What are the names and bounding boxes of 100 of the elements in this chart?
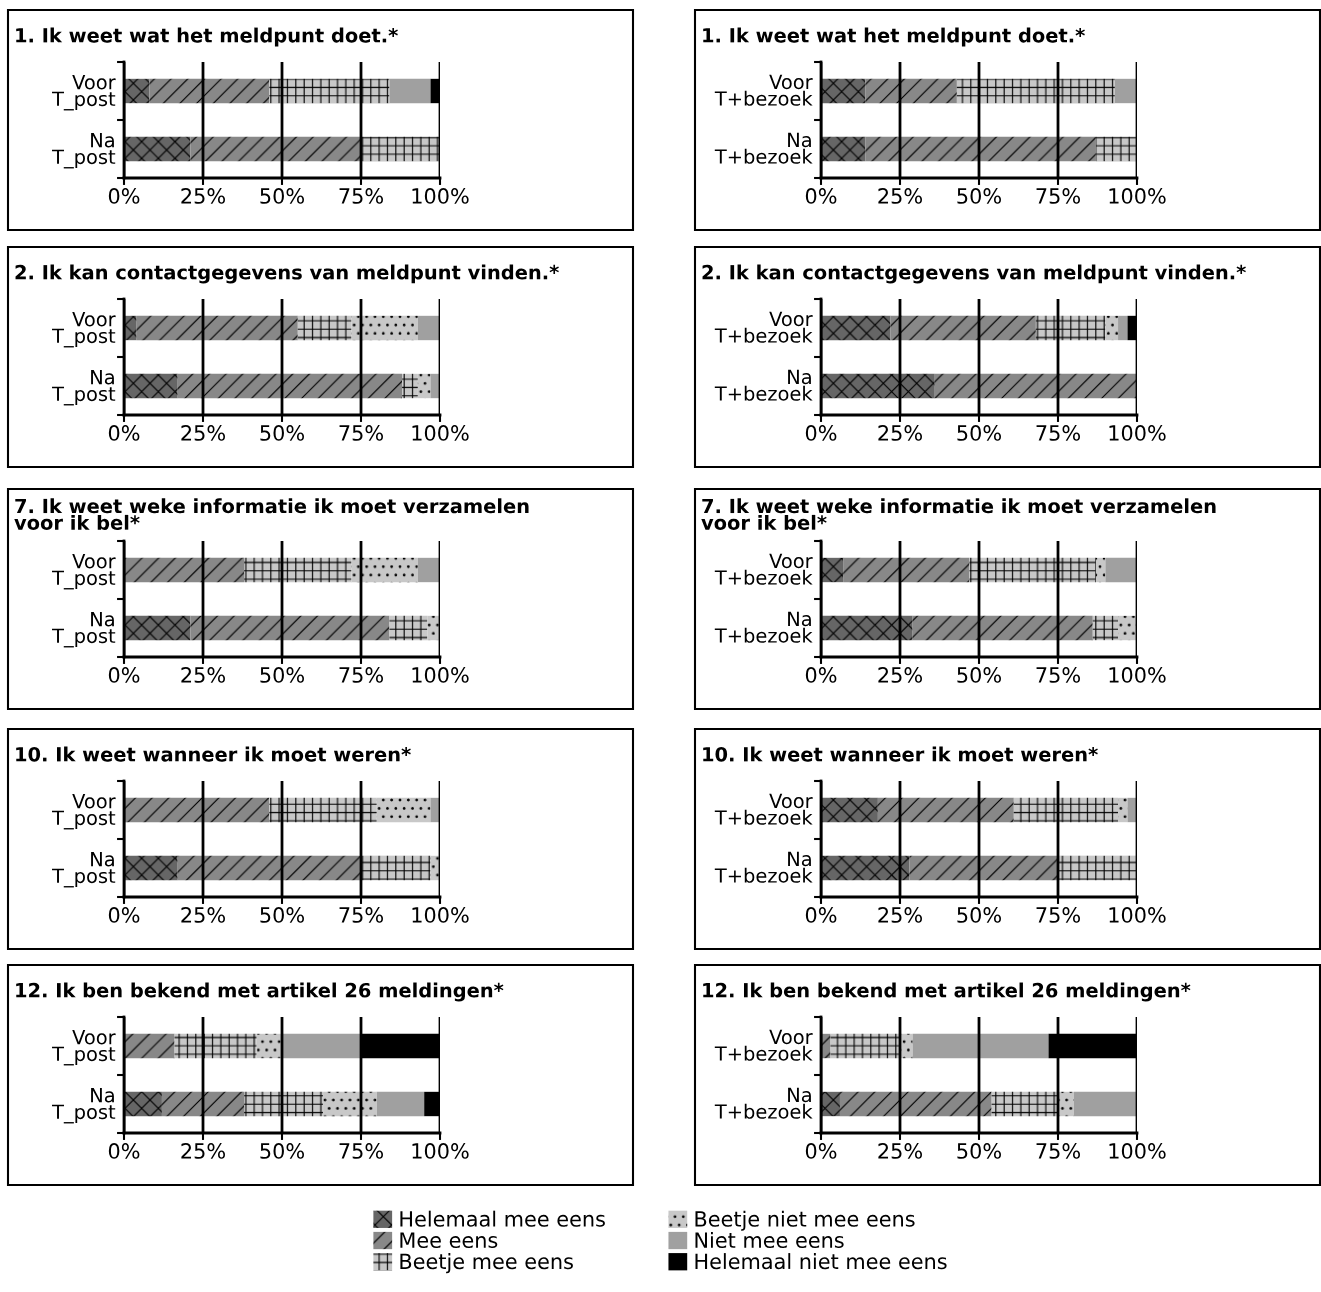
x-tick-label: 50% <box>957 907 1001 923</box>
legend-label: Beetje mee eens <box>400 1253 573 1274</box>
bar <box>821 136 866 162</box>
x-tick-label: 75% <box>339 1143 383 1159</box>
bar <box>124 1033 175 1059</box>
bar <box>1118 615 1137 641</box>
bar <box>297 315 352 341</box>
x-tick-label: 100% <box>412 907 469 923</box>
x-tick-label: 0% <box>805 425 837 441</box>
x-tick-label: 75% <box>339 667 383 683</box>
bar <box>821 315 891 341</box>
x-tick-label: 25% <box>181 907 225 923</box>
bar <box>865 136 1096 162</box>
bar <box>843 557 970 583</box>
bar <box>1013 797 1119 823</box>
legend-label: Mee eens <box>400 1232 498 1249</box>
chart-title: 7. Ik weet weke informatie ik moet verzamelen voor ik bel* <box>14 498 529 530</box>
bar <box>821 797 878 823</box>
x-tick-label: 0% <box>108 425 140 441</box>
chart-title: 1. Ik weet wat het meldpunt doet.* <box>703 27 1085 47</box>
bar <box>323 1091 377 1117</box>
x-tick-label: 25% <box>181 667 225 683</box>
x-tick-label: 25% <box>181 188 225 204</box>
bar <box>149 78 270 104</box>
y-tick-label: Na T_post <box>52 370 116 406</box>
x-tick-label: 50% <box>260 907 304 923</box>
y-tick-label: Voor T+bezoek <box>714 793 813 825</box>
x-tick-label: 75% <box>1036 907 1080 923</box>
bar <box>376 1091 425 1117</box>
bar <box>190 136 361 162</box>
bar <box>244 1091 324 1117</box>
x-tick-label: 0% <box>805 907 837 923</box>
chart-title: 10. Ik weet wanneer ik moet weren* <box>703 746 1098 762</box>
bar <box>427 615 440 641</box>
x-tick-label: 100% <box>1109 188 1166 204</box>
x-tick-label: 100% <box>412 425 469 441</box>
x-tick-label: 75% <box>1036 1143 1080 1159</box>
y-tick-label: Voor T_post <box>52 794 116 830</box>
bar <box>376 797 431 823</box>
legend-label: Niet mee eens <box>695 1231 844 1249</box>
bar <box>124 136 191 162</box>
y-tick-label: Voor T_post <box>52 312 116 348</box>
bar <box>956 78 1115 104</box>
y-tick-label: Voor T_post <box>52 1030 116 1066</box>
x-tick-label: 100% <box>1109 667 1166 683</box>
bar <box>361 136 440 162</box>
x-tick-label: 75% <box>1036 667 1080 683</box>
y-tick-label: Voor T+bezoek <box>714 311 813 343</box>
y-tick-label: Voor T+bezoek <box>714 553 813 585</box>
bar <box>934 373 1137 399</box>
bar <box>124 1091 162 1117</box>
bar <box>839 1091 992 1117</box>
bar <box>1095 557 1106 583</box>
bar <box>1105 557 1137 583</box>
y-tick-label: Na T+bezoek <box>714 611 813 643</box>
bar <box>417 315 440 341</box>
bar <box>1114 78 1137 104</box>
x-tick-label: 0% <box>108 667 140 683</box>
bar <box>282 1033 361 1059</box>
x-tick-label: 0% <box>805 1143 837 1159</box>
x-tick-label: 75% <box>339 188 383 204</box>
x-tick-label: 0% <box>108 1143 140 1159</box>
bar <box>244 557 352 583</box>
y-tick-label: Na T+bezoek <box>714 1087 813 1119</box>
bar <box>912 615 1093 641</box>
x-tick-label: 100% <box>412 188 469 204</box>
bar <box>177 373 403 399</box>
bar <box>821 1091 840 1117</box>
x-tick-label: 0% <box>108 907 140 923</box>
x-tick-label: 100% <box>1109 425 1166 441</box>
bar <box>1058 855 1137 881</box>
y-tick-label: Na T_post <box>52 1088 116 1124</box>
bar <box>389 615 428 641</box>
bar <box>190 615 390 641</box>
y-tick-label: Na T_post <box>52 852 116 888</box>
bar <box>821 615 913 641</box>
x-tick-label: 25% <box>878 667 922 683</box>
y-tick-label: Na T_post <box>52 612 116 648</box>
y-tick-label: Na T_post <box>52 133 116 169</box>
bar <box>124 373 178 399</box>
bar <box>830 1033 900 1059</box>
legend-label: Helemaal niet mee eens <box>695 1253 947 1270</box>
x-tick-label: 100% <box>1109 1143 1166 1159</box>
bar <box>1095 136 1137 162</box>
x-tick-label: 75% <box>339 425 383 441</box>
y-tick-label: Voor T+bezoek <box>714 1029 813 1061</box>
chart-title: 2. Ik kan contactgegevens van meldpunt vinden.* <box>15 264 559 284</box>
bar <box>912 1033 1049 1059</box>
bar <box>1118 315 1128 341</box>
bar <box>821 78 866 104</box>
x-tick-label: 100% <box>1109 907 1166 923</box>
x-tick-label: 50% <box>957 667 1001 683</box>
legend-label: Helemaal mee eens <box>400 1210 605 1227</box>
bar <box>865 78 957 104</box>
x-tick-label: 25% <box>878 1143 922 1159</box>
bar <box>821 855 910 881</box>
bar <box>124 855 178 881</box>
x-tick-label: 25% <box>878 425 922 441</box>
x-tick-label: 25% <box>878 188 922 204</box>
bar <box>124 557 245 583</box>
